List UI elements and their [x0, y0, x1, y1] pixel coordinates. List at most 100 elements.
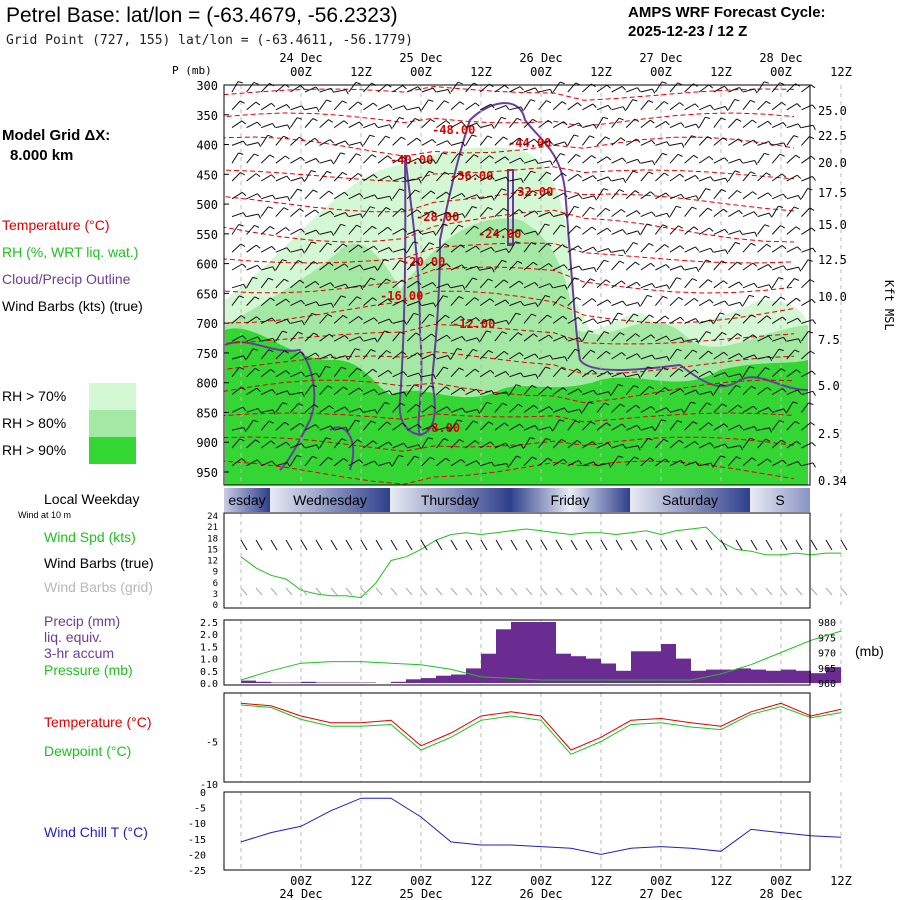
wind-barb	[596, 188, 604, 200]
wind-barb	[231, 100, 241, 111]
surface-wind-barb	[375, 539, 383, 551]
wind-barb-flag	[618, 455, 624, 459]
wind-barb	[567, 245, 579, 253]
wind-barb-flag	[764, 152, 770, 156]
wind-barb-flag	[447, 140, 451, 145]
wind-barb	[304, 455, 313, 467]
wind-barb-flag	[636, 424, 641, 430]
wind-barb-flag	[793, 206, 799, 210]
precip-bar	[451, 674, 466, 683]
wind-barb-flag	[299, 351, 305, 356]
wind-barb-flag	[691, 135, 697, 138]
wind-barb	[669, 265, 682, 271]
wind-barb-flag	[286, 247, 291, 253]
wind-barb-flag	[706, 331, 712, 334]
wind-barb-flag	[780, 368, 786, 372]
wind-barb-flag	[649, 314, 654, 318]
wind-barb-flag	[519, 352, 524, 357]
wind-barb-flag	[632, 170, 638, 174]
wind-barb	[290, 248, 303, 253]
wind-barb-flag	[403, 320, 408, 326]
wind-barb	[713, 157, 725, 164]
wind-barb	[786, 401, 794, 413]
wind-barb-flag	[797, 461, 802, 466]
wind-barb-flag	[506, 463, 510, 469]
wind-barb	[319, 282, 331, 289]
wind-barb	[611, 372, 624, 378]
wind-barb	[290, 177, 303, 182]
wind-barb	[596, 176, 609, 182]
wind-barb	[421, 302, 434, 307]
wind-barb-flag	[315, 301, 320, 307]
precip-bar	[676, 658, 691, 683]
wind-barb-flag	[608, 463, 612, 468]
wind-barb	[363, 297, 373, 306]
wind-barb	[406, 352, 418, 360]
wind-barb	[231, 315, 242, 324]
wind-barb-flag	[620, 208, 626, 213]
wind-barb	[494, 299, 506, 307]
wind-barb	[655, 192, 667, 200]
precip-bar	[526, 622, 541, 683]
wind-barb-flag	[355, 81, 361, 85]
wind-barb	[742, 282, 755, 289]
wind-barb	[290, 85, 301, 93]
wind-barb-flag	[605, 350, 611, 355]
wind-barb	[333, 191, 345, 200]
wind-barb	[582, 369, 593, 378]
height-tick-label: 25.0	[818, 104, 847, 118]
wind-barb-flag	[316, 373, 320, 378]
wind-barb-flag	[535, 374, 539, 379]
wind-barb	[669, 296, 679, 306]
wind-barb-flag	[285, 441, 291, 447]
precip-bar	[691, 670, 706, 683]
wind-barb	[436, 191, 447, 200]
wind-barb	[275, 207, 285, 217]
wind-barb-flag	[562, 458, 568, 463]
wind-barbs-true-label: Wind Barbs (true)	[44, 555, 154, 571]
wind-barb	[611, 189, 620, 200]
wind-barb-flag	[285, 298, 290, 303]
wind-barb	[246, 296, 256, 306]
wind-barb	[698, 207, 709, 217]
wind-barb-flag	[329, 139, 334, 144]
wind-barb-flag	[461, 264, 466, 270]
wind-barb-flag	[268, 420, 274, 424]
wind-barb-flag	[749, 366, 755, 369]
wind-barb	[640, 354, 653, 360]
wind-barb-flag	[705, 188, 711, 191]
wind-barb-flag	[723, 85, 729, 91]
wind-barb	[786, 123, 799, 129]
wind-barb	[742, 231, 755, 235]
wind-barb	[421, 230, 434, 235]
wind-barb-flag	[445, 457, 451, 462]
wind-barb	[684, 401, 692, 413]
wind-barb	[713, 260, 723, 271]
wind-barb-flag	[242, 212, 247, 218]
wind-barb-flag	[593, 389, 597, 395]
wind-barb	[640, 334, 652, 342]
wind-barb	[771, 245, 783, 253]
precip-y-tick-label: 0.0	[200, 679, 218, 690]
wind-barb	[406, 137, 418, 146]
temperature-contour-label: -12.00	[452, 317, 495, 331]
wind-barb-flag	[458, 153, 464, 156]
wind-barb	[406, 280, 418, 289]
wind-barb-flag	[414, 455, 420, 459]
wind-barb	[260, 389, 273, 396]
precip-bar	[361, 682, 376, 683]
wind-barb	[509, 352, 520, 360]
wind-barb	[436, 211, 448, 218]
wind-barb	[611, 106, 624, 111]
wind-barb-flag	[531, 456, 537, 460]
wind-barb-flag	[343, 120, 349, 125]
wind-barb	[625, 333, 636, 342]
wind-barb	[479, 103, 492, 111]
wind-barb-flag	[446, 406, 451, 411]
wind-barb-flag	[487, 206, 493, 210]
wind-barb-flag	[432, 210, 437, 215]
wind-barb-flag	[345, 212, 349, 217]
wind-barb-flag	[388, 247, 393, 252]
grid-wind-barb	[555, 587, 563, 596]
wind-barb-flag	[476, 122, 481, 128]
